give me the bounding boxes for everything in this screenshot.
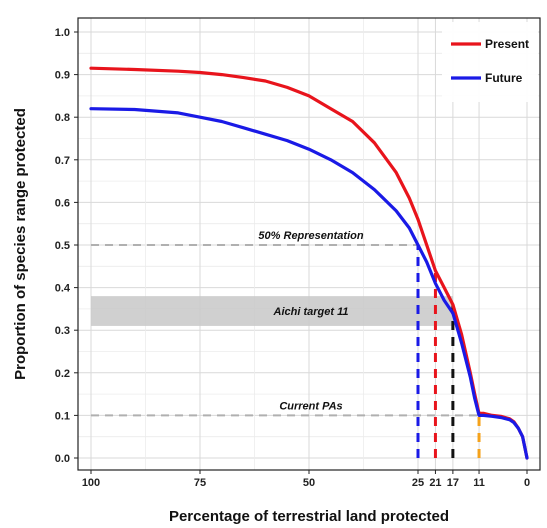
annotation-50-representation: 50% Representation: [258, 230, 363, 242]
y-tick-label: 0.9: [55, 70, 70, 82]
y-tick-label: 0.3: [55, 325, 70, 337]
y-tick-label: 0.1: [55, 410, 70, 422]
x-axis-label: Percentage of terrestrial land protected: [169, 508, 449, 525]
x-tick-label: 17: [447, 477, 459, 489]
x-tick-label: 0: [524, 477, 530, 489]
y-tick-label: 0.8: [55, 112, 70, 124]
x-tick-label: 50: [303, 477, 315, 489]
reference-lines: [91, 244, 480, 417]
annotation-aichi-target: Aichi target 11: [273, 306, 349, 318]
x-tick-label: 11: [473, 477, 485, 489]
series-line-future: [89, 107, 529, 460]
aichi-band: [91, 296, 453, 326]
y-tick-label: 0.7: [55, 155, 70, 167]
annotations: 50% Representation Current PAs Aichi targe…: [258, 230, 363, 412]
bands: [91, 296, 453, 326]
annotation-current-pas: Current PAs: [279, 400, 342, 412]
y-tick-label: 0.5: [55, 240, 70, 252]
y-tick-label: 0.2: [55, 368, 70, 380]
y-tick-label: 1.0: [55, 27, 70, 39]
y-tick-label: 0.6: [55, 197, 70, 209]
legend-label-future: Future: [485, 71, 523, 85]
y-tick-label: 0.4: [55, 283, 71, 295]
series-lines: [89, 66, 529, 460]
x-tick-label: 75: [194, 477, 206, 489]
x-tick-label: 21: [429, 477, 441, 489]
y-axis-ticks: 0.0 0.1 0.2 0.3 0.4 0.5 0.6 0.7 0.8 0.9 1.0: [55, 27, 78, 465]
x-tick-label: 25: [412, 477, 424, 489]
legend-label-present: Present: [485, 37, 529, 51]
vertical-markers: [416, 245, 481, 458]
y-tick-label: 0.0: [55, 453, 70, 465]
x-axis-ticks: 100 75 50 25 21 17 11 0: [82, 470, 530, 489]
x-tick-label: 100: [82, 477, 100, 489]
legend: Present Future: [442, 22, 538, 102]
y-axis-label: Proportion of species range protected: [12, 108, 29, 380]
legend-box: [442, 22, 538, 102]
